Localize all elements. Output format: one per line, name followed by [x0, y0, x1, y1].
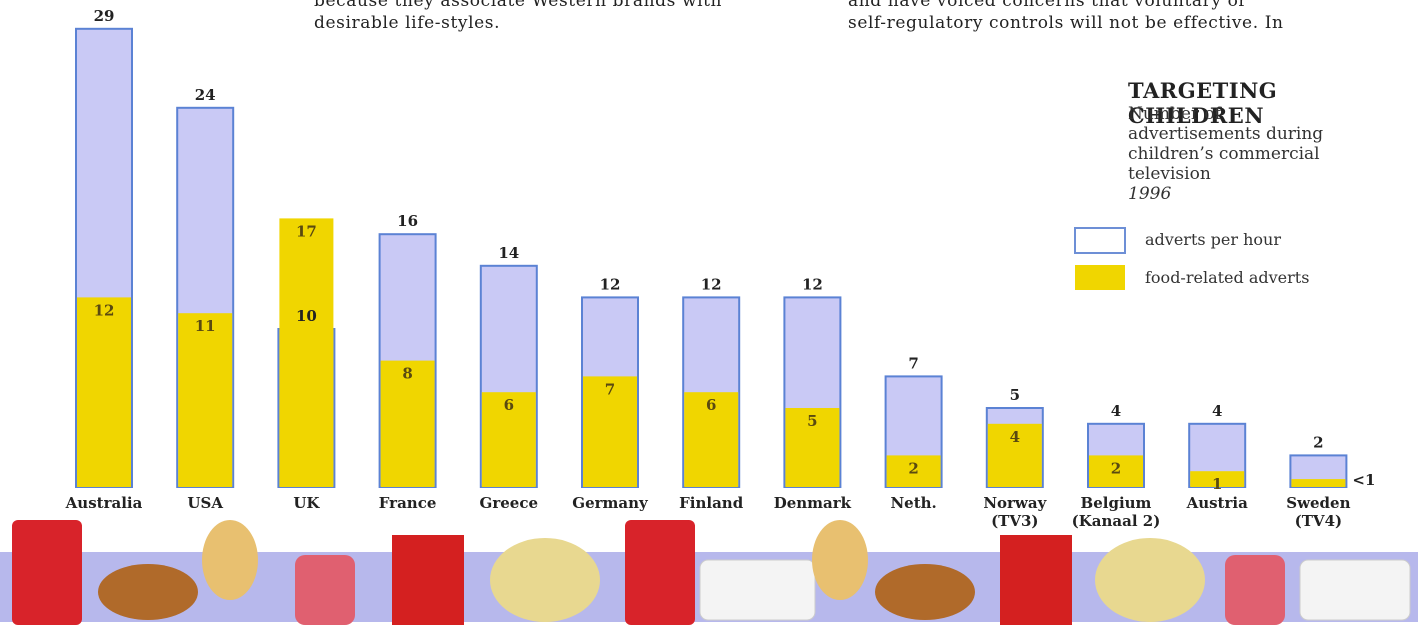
value-label: 4	[1212, 402, 1222, 420]
x-tick-label: Sweden (TV4)	[1286, 494, 1351, 530]
value-label: 5	[807, 412, 817, 430]
x-tick-label: Austria	[1186, 494, 1248, 512]
value-label: 5	[1010, 386, 1020, 404]
x-tick-label: Norway (TV3)	[983, 494, 1047, 530]
bar-food	[583, 376, 637, 487]
value-label: 24	[195, 86, 216, 104]
value-label: 29	[94, 7, 115, 25]
value-label: 12	[600, 275, 621, 293]
bar-food	[684, 392, 739, 487]
value-label: 7	[908, 354, 918, 372]
value-label: 1	[1212, 475, 1222, 493]
legend-swatch	[1075, 265, 1125, 290]
value-label: 12	[802, 275, 823, 293]
value-label: 11	[195, 317, 216, 335]
legend-swatch	[1074, 227, 1126, 254]
bar-food	[987, 423, 1042, 487]
value-label: 2	[1111, 459, 1121, 477]
value-label: 14	[498, 244, 519, 262]
value-label: 6	[504, 396, 514, 414]
x-tick-label: Denmark	[773, 494, 852, 512]
paragraph-line: because they associate Western brands wi…	[314, 0, 723, 11]
bar-food	[1190, 471, 1245, 487]
year: 1996	[1128, 184, 1172, 204]
chart-subtitle: Number of advertisements during children…	[1128, 104, 1348, 204]
x-tick-label: France	[378, 494, 437, 512]
value-label: 6	[706, 396, 716, 414]
bar-food	[178, 313, 233, 487]
legend-label: adverts per hour	[1145, 230, 1281, 249]
value-label: 16	[397, 212, 418, 230]
x-tick-label: Neth.	[890, 494, 937, 512]
legend-label: food-related adverts	[1145, 268, 1310, 287]
bar-food	[785, 408, 840, 487]
paragraph-line: self-regulatory controls will not be eff…	[848, 13, 1284, 33]
paragraph-line: desirable life-styles.	[314, 13, 501, 33]
value-label: 8	[402, 365, 412, 383]
bar-food	[380, 360, 435, 487]
value-label: 2	[1313, 433, 1323, 451]
x-tick-label: Greece	[479, 494, 539, 512]
value-label: 12	[94, 301, 115, 319]
x-tick-label: USA	[187, 494, 223, 512]
food-decor	[12, 520, 1411, 625]
bar-food	[279, 218, 334, 487]
value-label: 4	[1010, 428, 1020, 446]
paragraph-line: and have voiced concerns that voluntary …	[848, 0, 1248, 11]
bar-food	[886, 455, 941, 487]
x-tick-label: Australia	[65, 494, 143, 512]
x-tick-label: UK	[293, 494, 320, 512]
chart-title: TARGETING CHILDREN	[1128, 78, 1278, 128]
bar-food	[77, 297, 131, 487]
value-label: 4	[1111, 402, 1121, 420]
value-label: <1	[1352, 471, 1375, 489]
value-label: 12	[701, 275, 722, 293]
x-tick-label: Belgium (Kanaal 2)	[1071, 494, 1161, 530]
value-label: 2	[908, 459, 918, 477]
bar-food	[1291, 479, 1346, 487]
value-label: 7	[605, 380, 615, 398]
value-label: 17	[296, 222, 317, 240]
value-label: 10	[296, 307, 317, 325]
x-tick-label: Germany	[572, 494, 648, 512]
x-tick-label: Finland	[679, 494, 744, 512]
subtitle-text: Number of advertisements during children…	[1128, 104, 1324, 184]
bar-food	[481, 392, 536, 487]
bar-food	[1089, 455, 1143, 487]
